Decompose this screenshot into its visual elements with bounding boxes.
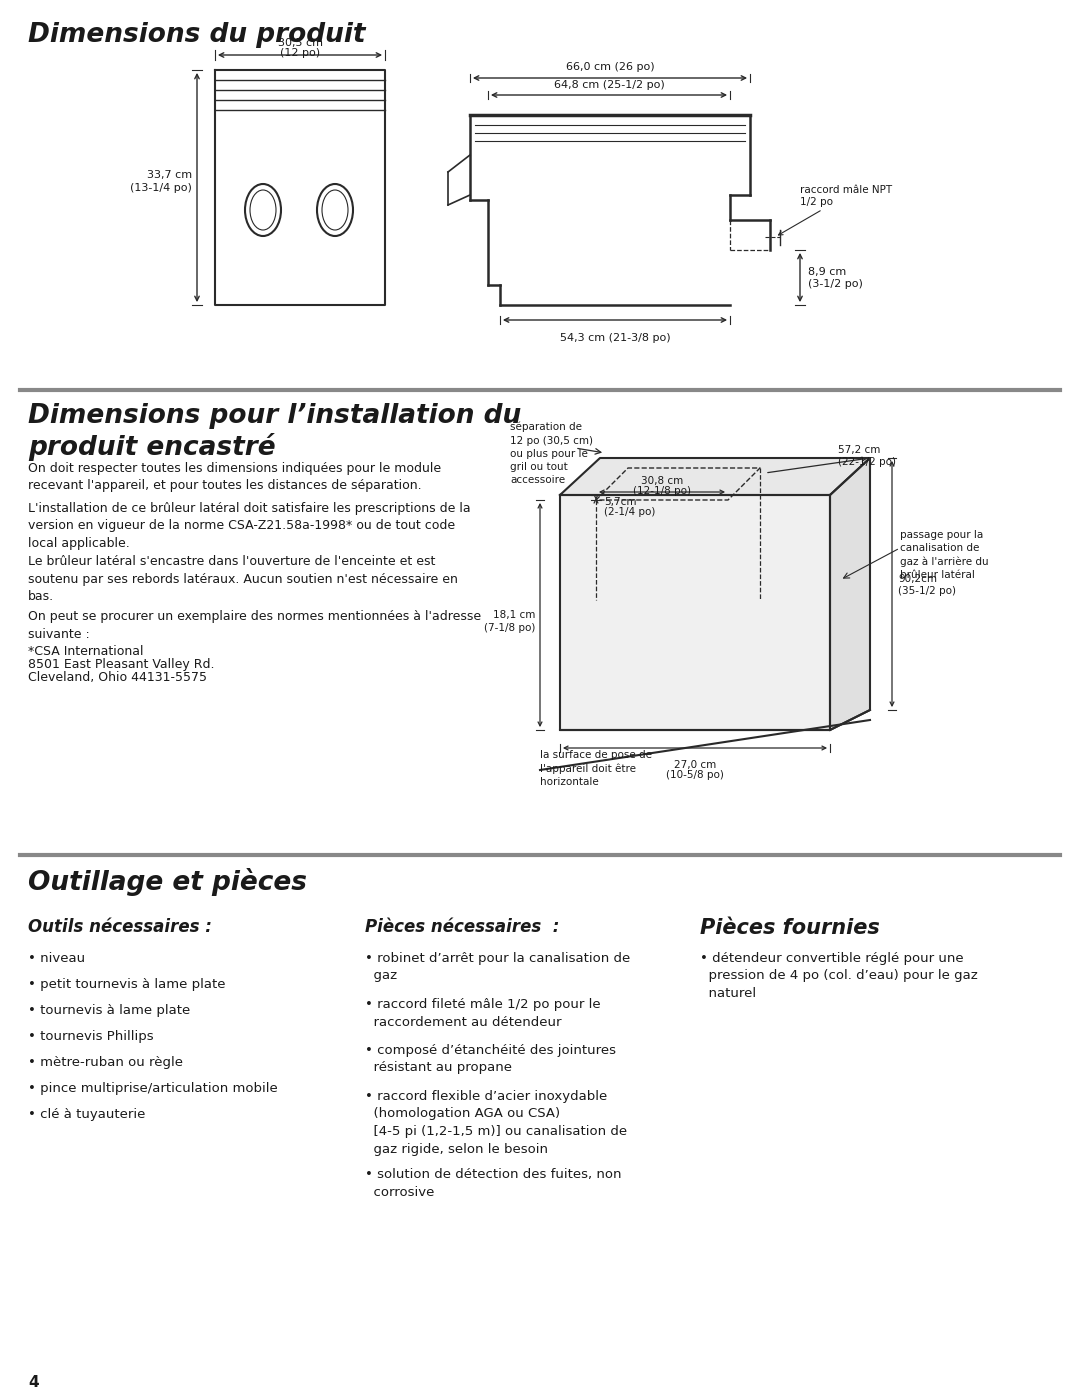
Text: passage pour la
canalisation de
gaz à l'arrière du
brûleur latéral: passage pour la canalisation de gaz à l'… — [900, 529, 988, 580]
Text: raccord mâle NPT
1/2 po: raccord mâle NPT 1/2 po — [779, 184, 892, 235]
Text: Outils nécessaires :: Outils nécessaires : — [28, 918, 212, 936]
Text: (13-1/4 po): (13-1/4 po) — [130, 183, 192, 193]
Text: Dimensions pour l’installation du
produit encastré: Dimensions pour l’installation du produi… — [28, 402, 522, 461]
Text: On peut se procurer un exemplaire des normes mentionnées à l'adresse
suivante :: On peut se procurer un exemplaire des no… — [28, 610, 481, 640]
Text: • tournevis Phillips: • tournevis Phillips — [28, 1030, 153, 1044]
Text: 90,2cm
(35-1/2 po): 90,2cm (35-1/2 po) — [897, 574, 956, 595]
Text: 57,2 cm
(22-1/2 po): 57,2 cm (22-1/2 po) — [838, 446, 896, 467]
Text: • robinet d’arrêt pour la canalisation de
  gaz: • robinet d’arrêt pour la canalisation d… — [365, 951, 631, 982]
Text: On doit respecter toutes les dimensions indiquées pour le module
recevant l'appa: On doit respecter toutes les dimensions … — [28, 462, 441, 493]
Text: la surface de pose de
l'appareil doit être
horizontale: la surface de pose de l'appareil doit êt… — [540, 750, 652, 787]
Text: • pince multiprise/articulation mobile: • pince multiprise/articulation mobile — [28, 1083, 278, 1095]
Text: Pièces nécessaires  :: Pièces nécessaires : — [365, 918, 559, 936]
Text: (12 po): (12 po) — [280, 47, 320, 59]
Text: • tournevis à lame plate: • tournevis à lame plate — [28, 1004, 190, 1017]
Text: Outillage et pièces: Outillage et pièces — [28, 868, 307, 895]
Text: (2-1/4 po): (2-1/4 po) — [604, 507, 656, 517]
Text: 27,0 cm: 27,0 cm — [674, 760, 716, 770]
Text: 5,7cm: 5,7cm — [604, 497, 636, 507]
Text: • niveau: • niveau — [28, 951, 85, 965]
Text: 8,9 cm
(3-1/2 po): 8,9 cm (3-1/2 po) — [808, 267, 863, 289]
Text: L'installation de ce brûleur latéral doit satisfaire les prescriptions de la
ver: L'installation de ce brûleur latéral doi… — [28, 502, 471, 550]
Text: 30,5 cm: 30,5 cm — [278, 38, 323, 47]
Text: • composé d’étanchéité des jointures
  résistant au propane: • composé d’étanchéité des jointures rés… — [365, 1044, 616, 1074]
Text: • raccord flexible d’acier inoxydable
  (homologation AGA ou CSA)
  [4-5 pi (1,2: • raccord flexible d’acier inoxydable (h… — [365, 1090, 627, 1155]
Text: 8501 East Pleasant Valley Rd.: 8501 East Pleasant Valley Rd. — [28, 658, 215, 671]
Text: *CSA International: *CSA International — [28, 645, 144, 658]
Polygon shape — [831, 458, 870, 731]
Text: (7-1/8 po): (7-1/8 po) — [484, 623, 535, 633]
Text: 4: 4 — [28, 1375, 39, 1390]
Text: Pièces fournies: Pièces fournies — [700, 918, 880, 937]
Text: Cleveland, Ohio 44131-5575: Cleveland, Ohio 44131-5575 — [28, 671, 207, 685]
Text: Dimensions du produit: Dimensions du produit — [28, 22, 365, 47]
Polygon shape — [561, 458, 870, 495]
Polygon shape — [561, 495, 831, 731]
Text: (10-5/8 po): (10-5/8 po) — [666, 770, 724, 780]
Text: • petit tournevis à lame plate: • petit tournevis à lame plate — [28, 978, 226, 990]
Text: • détendeur convertible réglé pour une
  pression de 4 po (col. d’eau) pour le g: • détendeur convertible réglé pour une p… — [700, 951, 977, 1000]
Text: 66,0 cm (26 po): 66,0 cm (26 po) — [566, 61, 654, 73]
Text: • solution de détection des fuites, non
  corrosive: • solution de détection des fuites, non … — [365, 1168, 621, 1199]
Text: • raccord fileté mâle 1/2 po pour le
  raccordement au détendeur: • raccord fileté mâle 1/2 po pour le rac… — [365, 997, 600, 1028]
Text: 30,8 cm: 30,8 cm — [640, 476, 684, 486]
Text: 64,8 cm (25-1/2 po): 64,8 cm (25-1/2 po) — [554, 80, 664, 89]
Text: 54,3 cm (21-3/8 po): 54,3 cm (21-3/8 po) — [559, 332, 671, 344]
Text: • mètre-ruban ou règle: • mètre-ruban ou règle — [28, 1056, 183, 1069]
Text: 18,1 cm: 18,1 cm — [492, 610, 535, 620]
Text: séparation de
12 po (30,5 cm)
ou plus pour le
gril ou tout
accessoire: séparation de 12 po (30,5 cm) ou plus po… — [510, 422, 593, 485]
Text: • clé à tuyauterie: • clé à tuyauterie — [28, 1108, 146, 1120]
Text: Le brûleur latéral s'encastre dans l'ouverture de l'enceinte et est
soutenu par : Le brûleur latéral s'encastre dans l'ouv… — [28, 555, 458, 604]
Text: 33,7 cm: 33,7 cm — [147, 170, 192, 180]
Text: (12-1/8 po): (12-1/8 po) — [633, 486, 691, 496]
